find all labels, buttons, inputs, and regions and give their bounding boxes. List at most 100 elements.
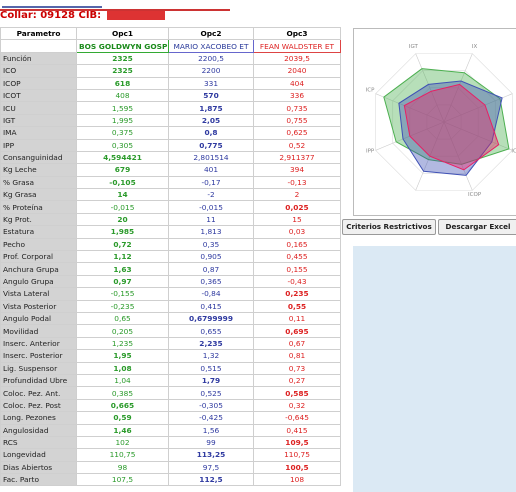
table-row: RCS 102 99 109,5	[0, 435, 341, 450]
row-label: Estatura	[0, 225, 77, 239]
radar-axis	[443, 121, 473, 191]
value-cell: 0,165	[253, 237, 341, 252]
value-cell: 0,59	[76, 411, 169, 425]
table-row: IGT 1,995 2,05 0,755	[0, 113, 341, 128]
value-cell: 0,735	[253, 101, 341, 115]
col-header: Opc1	[76, 26, 169, 41]
table-row: Estatura 1,985 1,813 0,03	[0, 225, 341, 239]
value-cell: 0,515	[168, 361, 254, 375]
value-cell: 2200,5	[168, 51, 254, 66]
bull-name-2[interactable]: MARIO XACOBEO ET	[168, 39, 254, 53]
value-cell: -0,17	[168, 175, 254, 190]
value-cell: 408	[76, 88, 169, 103]
value-cell: 0,27	[253, 373, 341, 388]
table-row: Vista Lateral -0,155 -0,84 0,235	[0, 287, 341, 301]
row-label: Coloc. Pez. Post	[0, 398, 77, 413]
value-cell: 1,595	[76, 101, 169, 115]
row-label: Kg Leche	[0, 163, 77, 177]
value-cell: -2	[168, 188, 254, 202]
value-cell: 98	[76, 460, 169, 475]
row-label: Angulosidad	[0, 423, 77, 437]
value-cell: 20	[76, 212, 169, 227]
table-row: Lig. Suspensor 1,08 0,515 0,73	[0, 361, 341, 375]
value-cell: 0,415	[253, 423, 341, 437]
value-cell: 618	[76, 76, 169, 90]
download-excel-button[interactable]: Descargar Excel	[438, 219, 516, 235]
value-cell: 0,695	[253, 324, 341, 338]
row-label: RCS	[0, 435, 77, 450]
radar-axis-label: IX	[472, 44, 478, 50]
row-label: Vista Lateral	[0, 287, 77, 301]
radar-series-2	[398, 80, 503, 176]
value-cell: 0,305	[76, 138, 169, 152]
bull-name-1[interactable]: BOS GOLDWYN GOSPELL ET	[76, 39, 169, 53]
value-cell: 1,12	[76, 250, 169, 264]
value-cell: 0,73	[253, 361, 341, 375]
value-cell: 0,235	[253, 287, 341, 301]
value-cell: 112,5	[168, 473, 254, 487]
side-panel	[353, 246, 516, 492]
radar-axis	[443, 121, 513, 151]
value-cell: 0,385	[76, 386, 169, 400]
value-cell: 1,875	[168, 101, 254, 115]
row-label: Long. Pezones	[0, 411, 77, 425]
row-label: Kg Grasa	[0, 188, 77, 202]
bull-name-3[interactable]: FEAN WALDSTER ET	[253, 39, 341, 53]
value-cell: 0,585	[253, 386, 341, 400]
value-cell: 2039,5	[253, 51, 341, 66]
value-cell: 11	[168, 212, 254, 227]
value-cell: 113,25	[168, 448, 254, 462]
value-cell: 2,911377	[253, 150, 341, 165]
value-cell: 102	[76, 435, 169, 450]
value-cell: 97,5	[168, 460, 254, 475]
value-cell: -0,84	[168, 287, 254, 301]
value-cell: 1,56	[168, 423, 254, 437]
radar-axis	[415, 53, 445, 123]
value-cell: 14	[76, 188, 169, 202]
table-row: ICOP 618 331 404	[0, 76, 341, 90]
row-label: Prof. Corporal	[0, 250, 77, 264]
value-cell: 0,365	[168, 274, 254, 289]
value-cell: 0,55	[253, 299, 341, 314]
header-row: Parametro Opc1 Opc2 Opc3	[0, 26, 341, 41]
table-row: Angulo Podal 0,65 0,6799999 0,11	[0, 311, 341, 326]
criteria-button[interactable]: Criterios Restrictivos	[342, 219, 436, 235]
row-label: Función	[0, 51, 77, 66]
row-label: Vista Posterior	[0, 299, 77, 314]
table-row: Dias Abiertos 98 97,5 100,5	[0, 460, 341, 475]
value-cell: 0,375	[76, 126, 169, 140]
row-label: Inserc. Posterior	[0, 349, 77, 363]
row-label: Angulo Podal	[0, 311, 77, 326]
table-row: IMA 0,375 0,8 0,625	[0, 126, 341, 140]
table-row: Consanguinidad 4,594421 2,801514 2,911377	[0, 150, 341, 165]
table-row: ICO 2325 2200 2040	[0, 64, 341, 78]
value-cell: 1,04	[76, 373, 169, 388]
row-label: Profundidad Ubre	[0, 373, 77, 388]
row-label: ICU	[0, 101, 77, 115]
row-label: Movilidad	[0, 324, 77, 338]
collar-text: Collar: 09128 CIB:	[0, 10, 102, 21]
row-label: % Grasa	[0, 175, 77, 190]
value-cell: 4,594421	[76, 150, 169, 165]
value-cell: 0,665	[76, 398, 169, 413]
value-cell: 0,81	[253, 349, 341, 363]
row-label: Kg Prot.	[0, 212, 77, 227]
value-cell: 1,95	[76, 349, 169, 363]
radar-axis-label: IPP	[366, 149, 375, 155]
value-cell: 1,32	[168, 349, 254, 363]
value-cell: 1,995	[76, 113, 169, 128]
table-row: IPP 0,305 0,775 0,52	[0, 138, 341, 152]
row-label: Fac. Parto	[0, 473, 77, 487]
value-cell: -0,235	[76, 299, 169, 314]
value-cell: 107,5	[76, 473, 169, 487]
value-cell: 0,32	[253, 398, 341, 413]
value-cell: 99	[168, 435, 254, 450]
value-cell: 0,525	[168, 386, 254, 400]
col-header: Parametro	[0, 26, 77, 41]
radar-axis-label: ICOT	[511, 149, 516, 155]
row-label: Inserc. Anterior	[0, 336, 77, 351]
row-label: ICOP	[0, 76, 77, 90]
table-row: Kg Grasa 14 -2 2	[0, 188, 341, 202]
radar-axis	[375, 93, 445, 123]
row-label: Pecho	[0, 237, 77, 252]
